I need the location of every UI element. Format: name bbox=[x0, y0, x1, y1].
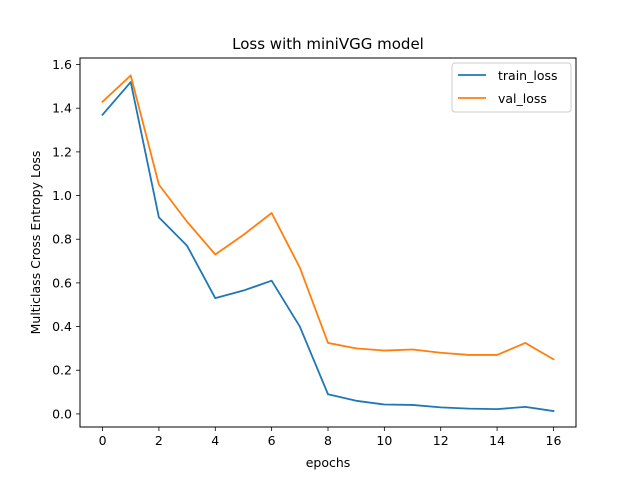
y-axis: 0.0 0.2 0.4 0.6 0.8 1.0 1.2 1.4 1.6 bbox=[52, 57, 80, 421]
chart-title: Loss with miniVGG model bbox=[232, 35, 424, 53]
x-tick-label: 6 bbox=[268, 433, 276, 448]
plot-series bbox=[101, 74, 555, 413]
x-tick-label: 0 bbox=[99, 433, 107, 448]
y-tick-label: 0.8 bbox=[52, 232, 72, 247]
y-tick-label: 1.0 bbox=[52, 188, 72, 203]
y-tick-label: 0.0 bbox=[52, 406, 72, 421]
x-tick-label: 12 bbox=[433, 433, 449, 448]
y-tick-label: 1.4 bbox=[52, 101, 72, 116]
y-tick-label: 0.6 bbox=[52, 275, 72, 290]
y-tick-label: 0.2 bbox=[52, 363, 72, 378]
plot-frame bbox=[79, 57, 577, 428]
x-tick-label: 16 bbox=[546, 433, 562, 448]
x-tick-label: 10 bbox=[376, 433, 392, 448]
x-axis: 0 2 4 6 8 10 12 14 16 bbox=[99, 427, 562, 448]
legend-label-val-loss: val_loss bbox=[498, 91, 547, 106]
legend: train_loss val_loss bbox=[451, 62, 572, 113]
y-tick-label: 0.4 bbox=[52, 319, 72, 334]
x-axis-label: epochs bbox=[306, 455, 351, 470]
x-tick-label: 2 bbox=[155, 433, 163, 448]
x-tick-label: 14 bbox=[489, 433, 505, 448]
y-axis-label: Multiclass Cross Entropy Loss bbox=[28, 151, 43, 335]
x-tick-label: 8 bbox=[324, 433, 332, 448]
y-tick-label: 1.6 bbox=[52, 57, 72, 72]
y-tick-label: 1.2 bbox=[52, 144, 72, 159]
series-line-train-loss bbox=[101, 81, 555, 413]
x-tick-label: 4 bbox=[211, 433, 219, 448]
series-line-val-loss bbox=[101, 74, 555, 361]
legend-label-train-loss: train_loss bbox=[498, 68, 558, 83]
